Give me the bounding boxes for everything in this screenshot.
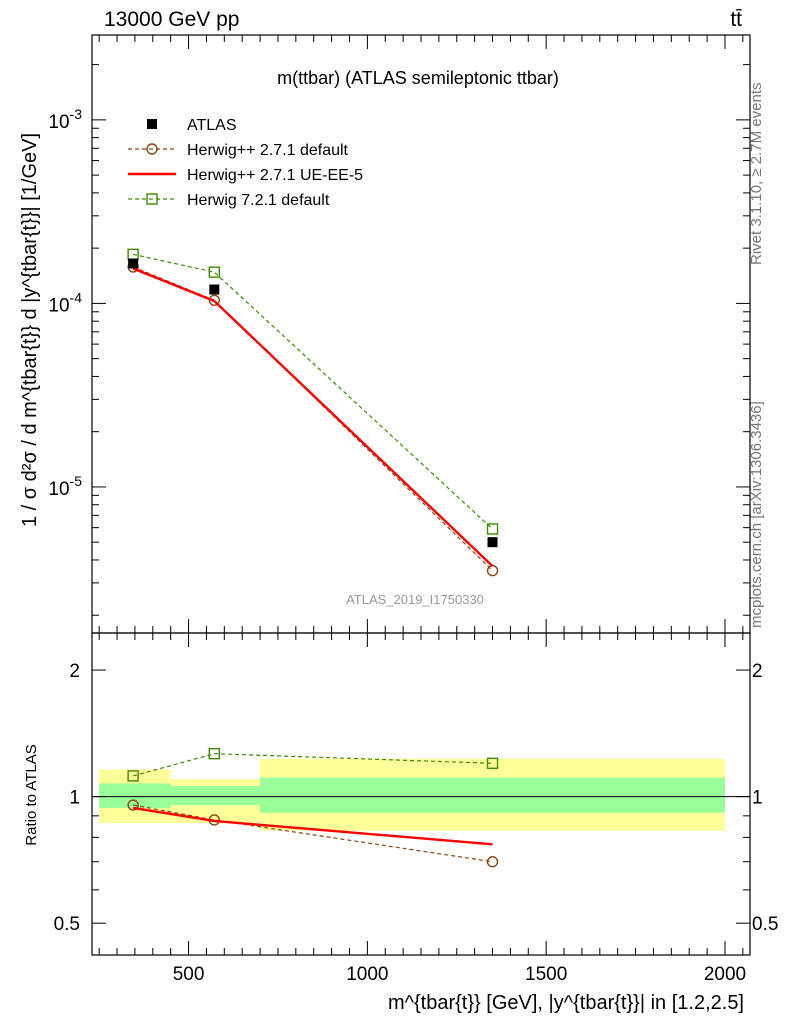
legend-label-2: Herwig++ 2.7.1 UE-EE-5: [187, 167, 363, 184]
legend-marker-0: [147, 119, 157, 129]
ratio-point-2: [486, 757, 499, 770]
ratio-y-tick-label-right: 1: [752, 788, 763, 809]
main-ticks: 10-5 10-4 10-3: [48, 35, 750, 633]
series-line-3: [132, 253, 493, 530]
x-axis-label: m^{tbar{t}} [GeV], |y^{tbar{t}}| in [1.2…: [388, 992, 744, 1014]
uncertainty-band-stat: [260, 777, 725, 813]
ratio-point-0: [127, 799, 139, 811]
ratio-marks: [127, 747, 499, 868]
ratio-point-0: [486, 856, 499, 868]
main-title: m(ttbar) (ATLAS semileptonic ttbar): [277, 68, 559, 88]
main-y-tick-label: 10-4: [48, 289, 82, 316]
legend-label-0: ATLAS: [187, 117, 237, 134]
ratio-y-tick-label-right: 0.5: [752, 914, 778, 935]
main-y-tick-label: 10-5: [48, 473, 82, 500]
data-point-3: [486, 523, 499, 535]
x-tick-label: 500: [173, 964, 205, 985]
data-point-0: [128, 258, 139, 269]
x-tick-label: 1000: [346, 964, 388, 985]
ratio-uncertainty-bands: [92, 758, 750, 831]
ratio-y-tick-label: 0.5: [54, 914, 80, 935]
data-point-0: [209, 284, 220, 295]
rivet-version-label: Rivet 3.1.10, ≥ 2.7M events: [748, 83, 765, 266]
data-point-1: [486, 564, 499, 577]
main-marks: [127, 248, 499, 577]
legend-marker-1: [146, 143, 158, 155]
series-line-2: [132, 267, 494, 568]
main-y-tick-label: 10-3: [48, 106, 82, 133]
ratio-point-2: [208, 747, 221, 760]
analysis-watermark: ATLAS_2019_I1750330: [346, 592, 484, 607]
ratio-y-tick-label-right: 2: [752, 661, 763, 682]
ratio-line-1: [132, 806, 493, 846]
legend-label-3: Herwig 7.2.1 default: [187, 192, 330, 209]
main-y-axis-label: 1 / σ d²σ / d m^{tbar{t}} d |y^{tbar{t}}…: [19, 133, 41, 527]
x-tick-label: 1500: [525, 964, 567, 985]
legend-label-1: Herwig++ 2.7.1 default: [187, 142, 349, 159]
uncertainty-band-stat: [170, 785, 261, 806]
header-collision-label: 13000 GeV pp: [104, 8, 239, 31]
uncertainty-band-stat: [99, 783, 171, 808]
ratio-y-tick-label: 2: [69, 661, 80, 682]
main-panel: 10-5 10-4 10-3 m(ttbar) (ATLAS semileptoni…: [19, 34, 751, 634]
header-process-label: tt̄: [730, 8, 742, 31]
ratio-line-2: [132, 753, 493, 777]
ratio-panel: 500 1000 1500 2000 0.5 0.5 1 1 2 2 Ratio to ATLAS…: [23, 632, 778, 1014]
x-tick-label: 2000: [704, 964, 746, 985]
series-line-1: [132, 266, 493, 572]
data-point-3: [208, 266, 221, 278]
legend: ATLAS Herwig++ 2.7.1 default Herwig++ 2.7.…: [128, 117, 363, 209]
legend-marker-3: [146, 193, 158, 205]
ratio-y-tick-label: 1: [69, 788, 80, 809]
ratio-y-axis-label: Ratio to ATLAS: [23, 744, 40, 845]
ratio-ticks: 500 1000 1500 2000 0.5 0.5 1 1 2 2: [54, 633, 778, 985]
data-point-0: [487, 537, 498, 548]
ratio-point-2: [127, 770, 139, 782]
mcplots-reference-label: mcplots.cern.ch [arXiv:1306.3436]: [748, 401, 765, 628]
